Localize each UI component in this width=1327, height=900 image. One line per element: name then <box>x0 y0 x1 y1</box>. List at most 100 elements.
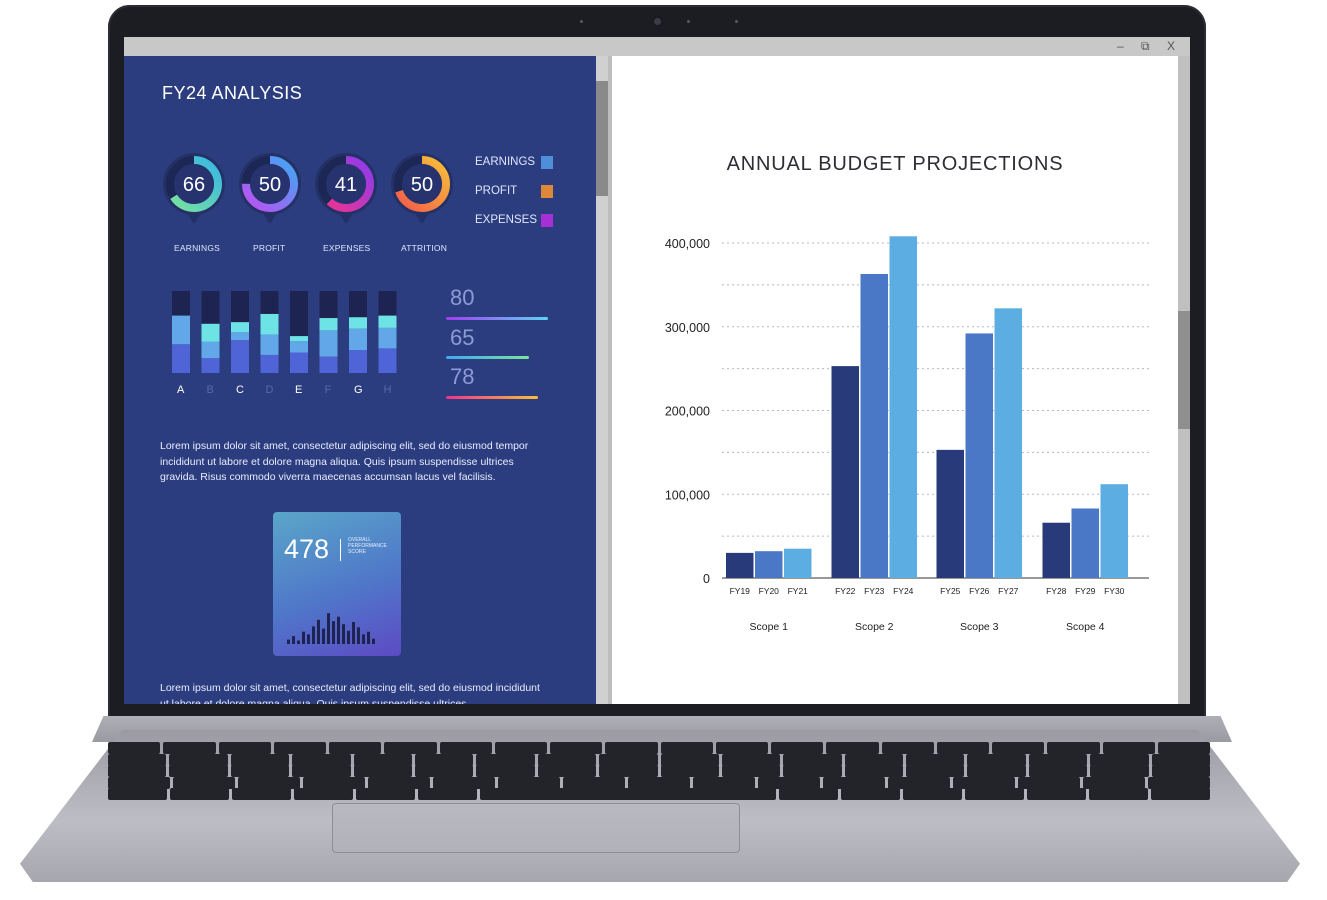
keyboard-key <box>660 753 719 766</box>
keyboard-key <box>826 742 879 754</box>
keyboard-key <box>292 765 351 777</box>
close-button[interactable]: X <box>1167 39 1176 53</box>
x-tick-label-FY19: FY19 <box>730 586 751 596</box>
x-tick-label-FY30: FY30 <box>1104 586 1125 596</box>
keyboard-key <box>1148 776 1210 789</box>
gauge-label-profit: PROFIT <box>253 243 286 253</box>
right-scrollbar[interactable] <box>1178 56 1190 704</box>
keyboard-key <box>1151 765 1211 777</box>
score-value: 478 <box>284 534 330 564</box>
keyboard-key <box>660 765 719 777</box>
stacked-bar-label-A: A <box>177 384 185 396</box>
keyboard-key <box>230 753 290 766</box>
keyboard-row <box>108 765 1211 777</box>
panel-title: FY24 ANALYSIS <box>162 83 303 103</box>
y-tick-label: 0 <box>703 572 710 586</box>
left-scroll-thumb[interactable] <box>596 81 608 196</box>
spark-bar-11 <box>342 624 345 644</box>
description-paragraph-1: Lorem ipsum dolor sit amet, consectetur … <box>160 440 529 483</box>
kpi-value-1: 80 <box>450 285 475 310</box>
spark-bar-17 <box>372 638 375 644</box>
gauge-center-3 <box>402 164 442 204</box>
panel-divider <box>608 56 612 704</box>
keyboard-key <box>353 765 412 777</box>
keyboard-key <box>1028 753 1088 766</box>
minimize-button[interactable]: – <box>1117 39 1124 53</box>
keyboard-key <box>238 776 300 789</box>
keyboard-key <box>353 753 412 766</box>
kpi-bar-2 <box>446 356 529 359</box>
keyboard-key <box>303 776 365 789</box>
x-tick-label-FY20: FY20 <box>759 586 780 596</box>
keyboard-key <box>967 765 1026 777</box>
restore-button[interactable]: ⧉ <box>1141 39 1150 53</box>
stacked-seg-cyan-H <box>378 315 397 328</box>
gauge-value-1: 50 <box>259 174 281 196</box>
score-sparkline <box>287 613 375 644</box>
stacked-bar-label-E: E <box>295 384 303 396</box>
keyboard-key <box>844 753 904 766</box>
stacked-bar-label-G: G <box>354 384 363 396</box>
x-tick-label-FY24: FY24 <box>893 586 914 596</box>
keyboard-key <box>1047 742 1100 754</box>
stacked-seg-light-A <box>172 315 190 345</box>
keyboard-key <box>108 776 170 789</box>
keyboard-key <box>660 742 713 754</box>
legend-swatch-expenses <box>541 214 553 227</box>
keyboard-key <box>906 753 965 766</box>
spark-bar-5 <box>312 626 315 644</box>
bar-FY29 <box>1071 508 1099 578</box>
keyboard-key <box>218 742 271 754</box>
stacked-seg-blue-F <box>319 356 338 373</box>
keyboard-key <box>721 765 781 777</box>
keyboard-key <box>108 788 168 800</box>
spark-bar-8 <box>327 613 330 644</box>
y-tick-label: 100,000 <box>665 488 710 502</box>
keyboard-key <box>1151 788 1211 800</box>
stacked-seg-blue-C <box>231 340 249 373</box>
right-scroll-thumb[interactable] <box>1178 311 1190 429</box>
keyboard-key <box>840 788 900 800</box>
x-tick-label-FY23: FY23 <box>864 586 885 596</box>
gauge-label-attrition: ATTRITION <box>401 243 448 253</box>
keyboard-row <box>108 776 1210 789</box>
stacked-seg-blue-E <box>290 352 308 373</box>
keyboard-key <box>1026 788 1086 800</box>
keyboard-key <box>1083 776 1145 789</box>
keyboard-key <box>108 742 161 754</box>
bar-FY30 <box>1100 484 1128 578</box>
stacked-seg-cyan-C <box>231 322 249 332</box>
keyboard-key <box>693 776 755 789</box>
stacked-seg-cyan-G <box>349 317 367 329</box>
spark-bar-4 <box>307 634 310 644</box>
gauge-pin-2 <box>338 212 354 224</box>
keyboard-key <box>476 753 535 766</box>
group-label-2: Scope 2 <box>855 621 894 633</box>
keyboard-key <box>783 753 842 766</box>
gauge-center-2 <box>326 164 366 204</box>
keyboard-key <box>433 776 495 789</box>
bar-FY19 <box>726 552 754 578</box>
stacked-seg-blue-D <box>260 354 279 373</box>
keyboard-key <box>967 753 1026 766</box>
gauge-value-2: 41 <box>335 174 357 196</box>
webcam-icon <box>651 15 664 28</box>
stacked-seg-light-F <box>319 330 338 357</box>
left-scrollbar[interactable] <box>596 56 608 704</box>
stacked-seg-light-E <box>290 341 308 353</box>
gauge-pin-1 <box>262 212 278 224</box>
stacked-bar-label-H: H <box>383 384 392 396</box>
stacked-seg-blue-H <box>378 348 397 373</box>
keyboard-key <box>356 788 416 800</box>
keyboard-key <box>476 765 535 777</box>
spark-bar-13 <box>352 622 355 644</box>
legend-swatch-earnings <box>541 156 553 169</box>
keyboard-key <box>329 742 382 754</box>
stacked-seg-cyan-B <box>201 323 220 342</box>
budget-bar-chart: 0 100,000 200,000 300,000 400,000 FY19 FY20 FY2… <box>665 236 1149 633</box>
bar-FY20 <box>755 551 783 578</box>
stacked-seg-blue-A <box>172 344 190 373</box>
spark-bar-1 <box>292 636 295 644</box>
gauge-label-expenses: EXPENSES <box>323 243 371 253</box>
spark-bar-9 <box>332 621 335 644</box>
